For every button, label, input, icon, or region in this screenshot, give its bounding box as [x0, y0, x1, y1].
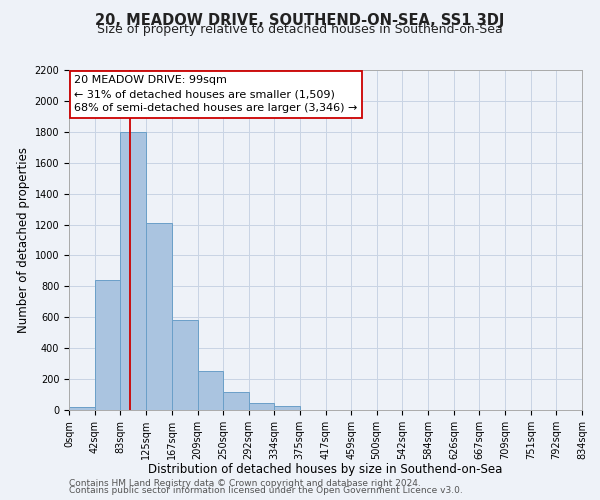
Bar [146, 223, 172, 410]
Bar [274, 406, 299, 410]
Bar [69, 407, 95, 410]
Text: 20, MEADOW DRIVE, SOUTHEND-ON-SEA, SS1 3DJ: 20, MEADOW DRIVE, SOUTHEND-ON-SEA, SS1 3… [95, 12, 505, 28]
Bar [223, 392, 248, 410]
Bar [95, 280, 120, 410]
Text: Size of property relative to detached houses in Southend-on-Sea: Size of property relative to detached ho… [97, 22, 503, 36]
Text: 20 MEADOW DRIVE: 99sqm
← 31% of detached houses are smaller (1,509)
68% of semi-: 20 MEADOW DRIVE: 99sqm ← 31% of detached… [74, 75, 358, 113]
Text: Contains HM Land Registry data © Crown copyright and database right 2024.: Contains HM Land Registry data © Crown c… [69, 478, 421, 488]
Y-axis label: Number of detached properties: Number of detached properties [17, 147, 31, 333]
Bar [197, 370, 223, 410]
Bar [120, 132, 146, 410]
Bar [248, 403, 274, 410]
X-axis label: Distribution of detached houses by size in Southend-on-Sea: Distribution of detached houses by size … [148, 464, 503, 476]
Bar [172, 320, 197, 410]
Text: Contains public sector information licensed under the Open Government Licence v3: Contains public sector information licen… [69, 486, 463, 495]
